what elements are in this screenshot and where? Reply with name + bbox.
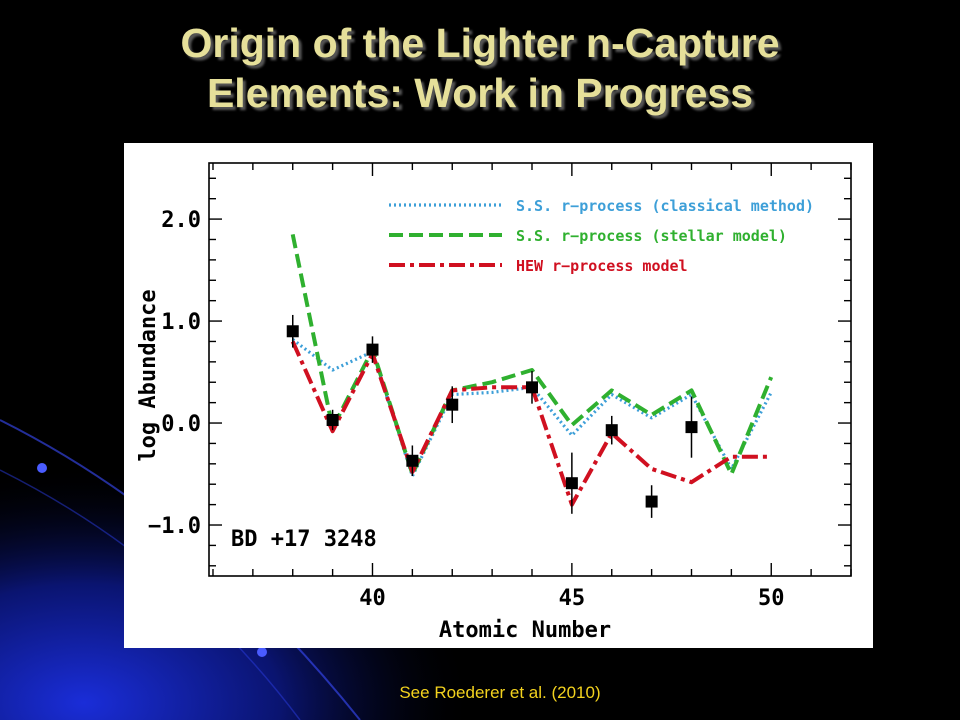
plot-frame xyxy=(208,162,852,577)
data-point-marker xyxy=(685,421,698,434)
data-point-marker xyxy=(525,381,538,394)
y-tick-label: 2.0 xyxy=(161,208,201,233)
y-axis-label: log Abundance xyxy=(136,289,161,461)
data-point-marker xyxy=(645,495,658,508)
x-tick-label: 40 xyxy=(359,586,386,611)
slide-title-line-2: Elements: Work in Progress xyxy=(206,70,754,116)
y-tick-label: −1.0 xyxy=(148,514,201,539)
data-point-marker xyxy=(565,477,578,490)
star-label: BD +17 3248 xyxy=(231,527,377,552)
footer-reference: See Roederer et al. (2010) xyxy=(399,683,601,702)
slide-title: Origin of the Lighter n-Capture Elements… xyxy=(0,18,960,118)
legend-label-1: S.S. r−process (stellar model) xyxy=(516,227,787,245)
data-point-marker xyxy=(326,413,339,426)
legend-label-2: HEW r−process model xyxy=(516,257,688,275)
x-tick-label: 45 xyxy=(559,586,586,611)
data-point-marker xyxy=(406,454,419,467)
legend-label-0: S.S. r−process (classical method) xyxy=(516,197,814,215)
y-tick-label: 0.0 xyxy=(161,412,201,437)
y-tick-label: 1.0 xyxy=(161,310,201,335)
x-axis-label: Atomic Number xyxy=(439,618,611,643)
data-point-marker xyxy=(605,424,618,437)
x-tick-label: 50 xyxy=(758,586,785,611)
slide-title-line-1: Origin of the Lighter n-Capture xyxy=(180,20,780,66)
data-point-marker xyxy=(446,398,459,411)
data-point-marker xyxy=(286,325,299,338)
chart-panel: 40 45 50 2.0 1.0 0.0 −1.0 Atomic Number log Abun… xyxy=(124,143,873,648)
abundance-chart: 40 45 50 2.0 1.0 0.0 −1.0 Atomic Number log Abun… xyxy=(136,162,852,643)
data-point-marker xyxy=(366,343,379,356)
